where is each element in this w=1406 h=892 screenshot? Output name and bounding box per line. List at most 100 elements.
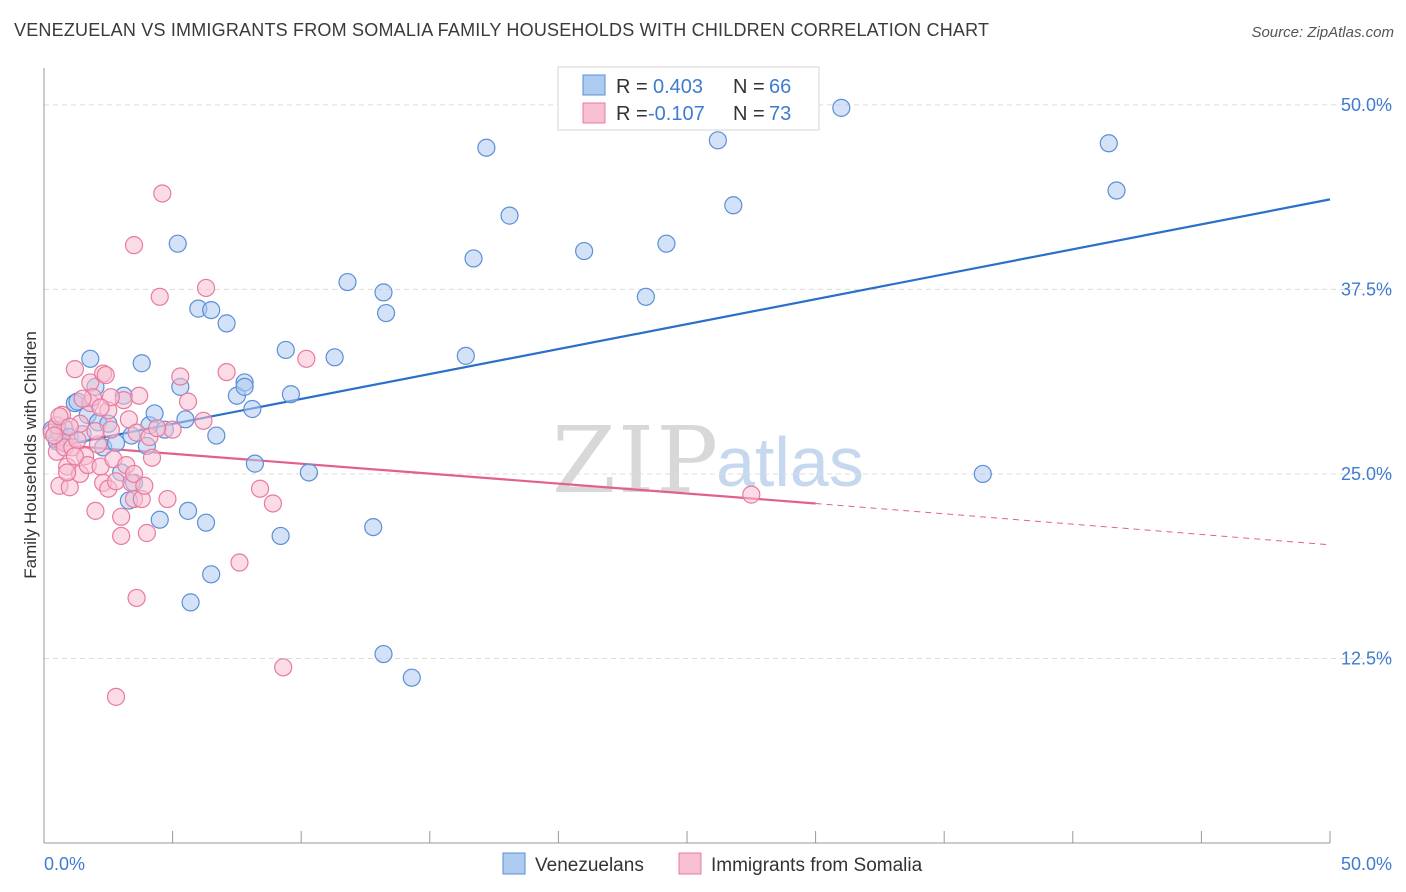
trend-line-somalia-extrapolated bbox=[815, 502, 1331, 546]
data-point-venezuelans bbox=[245, 454, 265, 473]
data-point-venezuelans bbox=[1107, 181, 1126, 200]
data-point-somalia bbox=[274, 658, 293, 677]
data-point-venezuelans bbox=[376, 303, 396, 323]
data-point-venezuelans bbox=[832, 98, 851, 117]
data-point-somalia bbox=[196, 278, 216, 298]
data-point-somalia bbox=[742, 485, 761, 504]
chart-title: VENEZUELAN VS IMMIGRANTS FROM SOMALIA FA… bbox=[14, 20, 990, 40]
data-point-somalia bbox=[171, 367, 190, 386]
data-point-somalia bbox=[153, 184, 172, 203]
data-point-venezuelans bbox=[176, 410, 195, 429]
y-tick-label: 12.5% bbox=[1341, 648, 1392, 668]
data-point-venezuelans bbox=[178, 501, 198, 520]
legend-swatch-pink bbox=[582, 102, 606, 124]
correlation-legend: R = 0.403 N = 66 R = -0.107 N = 73 bbox=[557, 66, 820, 131]
data-point-venezuelans bbox=[657, 234, 676, 253]
trend-lines bbox=[51, 198, 1331, 546]
legend-n-value-pink: 73 bbox=[769, 103, 791, 125]
trend-line-somalia bbox=[51, 443, 816, 505]
data-point-somalia bbox=[263, 494, 283, 513]
series-legend-label-venezuelans: Venezuelans bbox=[535, 855, 644, 876]
data-point-venezuelans bbox=[276, 340, 295, 360]
data-point-somalia bbox=[101, 420, 120, 439]
watermark-zip: ZIP bbox=[552, 407, 720, 514]
data-point-somalia bbox=[163, 420, 182, 439]
series-legend-swatch-venezuelans bbox=[502, 852, 526, 875]
data-point-somalia bbox=[194, 411, 213, 430]
data-point-somalia bbox=[124, 464, 144, 484]
data-point-somalia bbox=[158, 489, 177, 509]
data-point-venezuelans bbox=[299, 463, 319, 482]
data-point-somalia bbox=[73, 389, 92, 408]
data-point-venezuelans bbox=[364, 517, 383, 537]
data-point-venezuelans bbox=[243, 399, 262, 419]
legend-r-value-blue: 0.403 bbox=[653, 76, 703, 98]
data-point-somalia bbox=[58, 463, 77, 482]
data-point-venezuelans bbox=[271, 526, 290, 546]
data-point-somalia bbox=[106, 687, 126, 706]
data-point-somalia bbox=[217, 362, 236, 382]
y-tick-label: 50.0% bbox=[1341, 95, 1392, 115]
data-point-venezuelans bbox=[338, 272, 357, 292]
data-point-somalia bbox=[130, 386, 149, 405]
data-point-venezuelans bbox=[456, 346, 475, 365]
data-point-venezuelans bbox=[325, 348, 344, 367]
series-legend-label-somalia: Immigrants from Somalia bbox=[711, 855, 923, 876]
watermark-atlas: atlas bbox=[716, 423, 864, 501]
data-point-venezuelans bbox=[217, 314, 236, 333]
data-point-venezuelans bbox=[973, 464, 992, 484]
legend-r-value-pink: -0.107 bbox=[648, 103, 705, 125]
data-point-venezuelans bbox=[181, 593, 200, 612]
data-point-somalia bbox=[86, 422, 105, 441]
y-axis-label: Family Households with Children bbox=[21, 331, 40, 579]
data-point-venezuelans bbox=[81, 349, 100, 368]
data-point-somalia bbox=[60, 417, 79, 436]
series-legend-swatch-somalia bbox=[678, 852, 702, 875]
series-somalia-points bbox=[42, 184, 761, 706]
legend-n-value-blue: 66 bbox=[769, 76, 791, 98]
data-point-venezuelans bbox=[202, 300, 221, 320]
data-point-venezuelans bbox=[464, 249, 483, 268]
data-point-somalia bbox=[96, 365, 115, 385]
x-tick-label-max: 50.0% bbox=[1341, 854, 1392, 874]
data-point-somalia bbox=[112, 526, 131, 546]
data-point-somalia bbox=[142, 448, 162, 467]
data-point-somalia bbox=[65, 360, 84, 379]
data-point-somalia bbox=[250, 479, 270, 498]
y-tick-label: 25.0% bbox=[1341, 464, 1392, 484]
data-point-somalia bbox=[178, 392, 198, 411]
data-point-somalia bbox=[148, 419, 167, 438]
data-point-venezuelans bbox=[281, 385, 301, 404]
data-point-somalia bbox=[230, 553, 249, 572]
data-point-somalia bbox=[297, 349, 316, 368]
data-point-venezuelans bbox=[150, 510, 169, 529]
data-point-venezuelans bbox=[636, 287, 655, 306]
legend-n-label-blue: N = bbox=[733, 76, 765, 98]
watermark: ZIP atlas bbox=[552, 407, 864, 514]
data-point-venezuelans bbox=[168, 234, 187, 253]
data-point-venezuelans bbox=[402, 668, 421, 687]
data-point-somalia bbox=[91, 398, 110, 417]
chart-source: Source: ZipAtlas.com bbox=[1251, 24, 1394, 41]
x-ticks bbox=[43, 831, 1331, 843]
series-legend: Venezuelans Immigrants from Somalia bbox=[502, 852, 923, 876]
data-point-venezuelans bbox=[196, 513, 216, 532]
data-point-venezuelans bbox=[145, 404, 164, 423]
data-point-somalia bbox=[86, 501, 105, 520]
legend-r-label-pink: R = bbox=[616, 103, 648, 125]
data-point-somalia bbox=[127, 588, 146, 608]
trend-line-venezuelans bbox=[51, 198, 1331, 449]
y-tick-label: 37.5% bbox=[1341, 279, 1392, 299]
data-point-venezuelans bbox=[724, 196, 743, 215]
data-point-somalia bbox=[124, 236, 144, 255]
data-point-venezuelans bbox=[202, 565, 221, 584]
data-point-venezuelans bbox=[235, 377, 254, 396]
data-point-somalia bbox=[112, 507, 131, 526]
legend-swatch-blue bbox=[582, 74, 606, 96]
data-point-venezuelans bbox=[374, 644, 393, 664]
x-tick-label-min: 0.0% bbox=[44, 854, 85, 874]
data-point-venezuelans bbox=[1099, 134, 1118, 153]
data-point-somalia bbox=[106, 472, 126, 491]
y-tick-labels: 12.5% 25.0% 37.5% 50.0% bbox=[1341, 95, 1392, 669]
